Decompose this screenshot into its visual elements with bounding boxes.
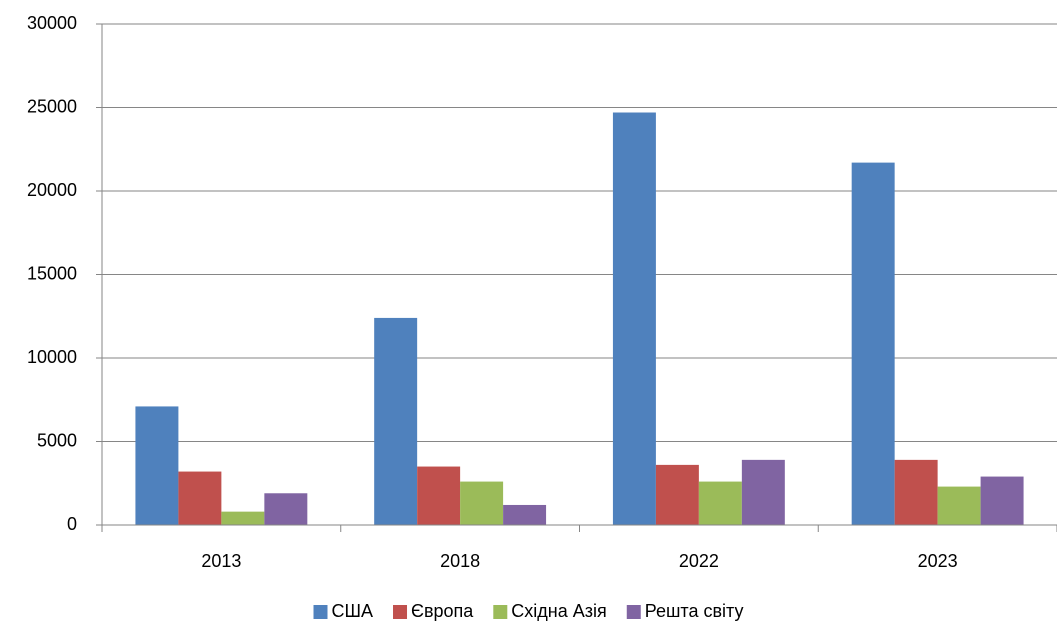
bar bbox=[980, 476, 1024, 525]
bar bbox=[698, 481, 742, 525]
legend-label: США bbox=[332, 601, 374, 621]
legend-swatch bbox=[626, 605, 641, 619]
x-tick-label: 2023 bbox=[918, 551, 958, 571]
bar bbox=[178, 471, 222, 525]
y-tick-label: 0 bbox=[67, 514, 77, 534]
x-tick-label: 2013 bbox=[201, 551, 241, 571]
bar bbox=[374, 317, 418, 525]
bar bbox=[417, 466, 461, 525]
bar bbox=[741, 459, 785, 525]
x-tick-label: 2022 bbox=[679, 551, 719, 571]
legend-swatch bbox=[393, 605, 408, 619]
legend-label: Східна Азія bbox=[511, 601, 606, 621]
bar bbox=[894, 459, 938, 525]
y-tick-label: 30000 bbox=[27, 13, 77, 33]
bar bbox=[264, 493, 308, 525]
y-tick-label: 25000 bbox=[27, 96, 77, 116]
bar bbox=[851, 162, 895, 526]
y-tick-label: 20000 bbox=[27, 180, 77, 200]
bar bbox=[135, 406, 179, 525]
bar bbox=[655, 464, 699, 525]
bar bbox=[221, 511, 265, 525]
y-tick-label: 15000 bbox=[27, 263, 77, 283]
y-tick-label: 5000 bbox=[37, 430, 77, 450]
x-tick-label: 2018 bbox=[440, 551, 480, 571]
bar bbox=[612, 112, 656, 525]
legend-label: Європа bbox=[411, 601, 474, 621]
legend-swatch bbox=[493, 605, 508, 619]
bar bbox=[460, 481, 504, 525]
bar bbox=[503, 504, 547, 525]
legend-label: Решта світу bbox=[645, 601, 744, 621]
y-tick-label: 10000 bbox=[27, 347, 77, 367]
bar bbox=[937, 486, 981, 525]
legend-swatch bbox=[313, 605, 328, 619]
